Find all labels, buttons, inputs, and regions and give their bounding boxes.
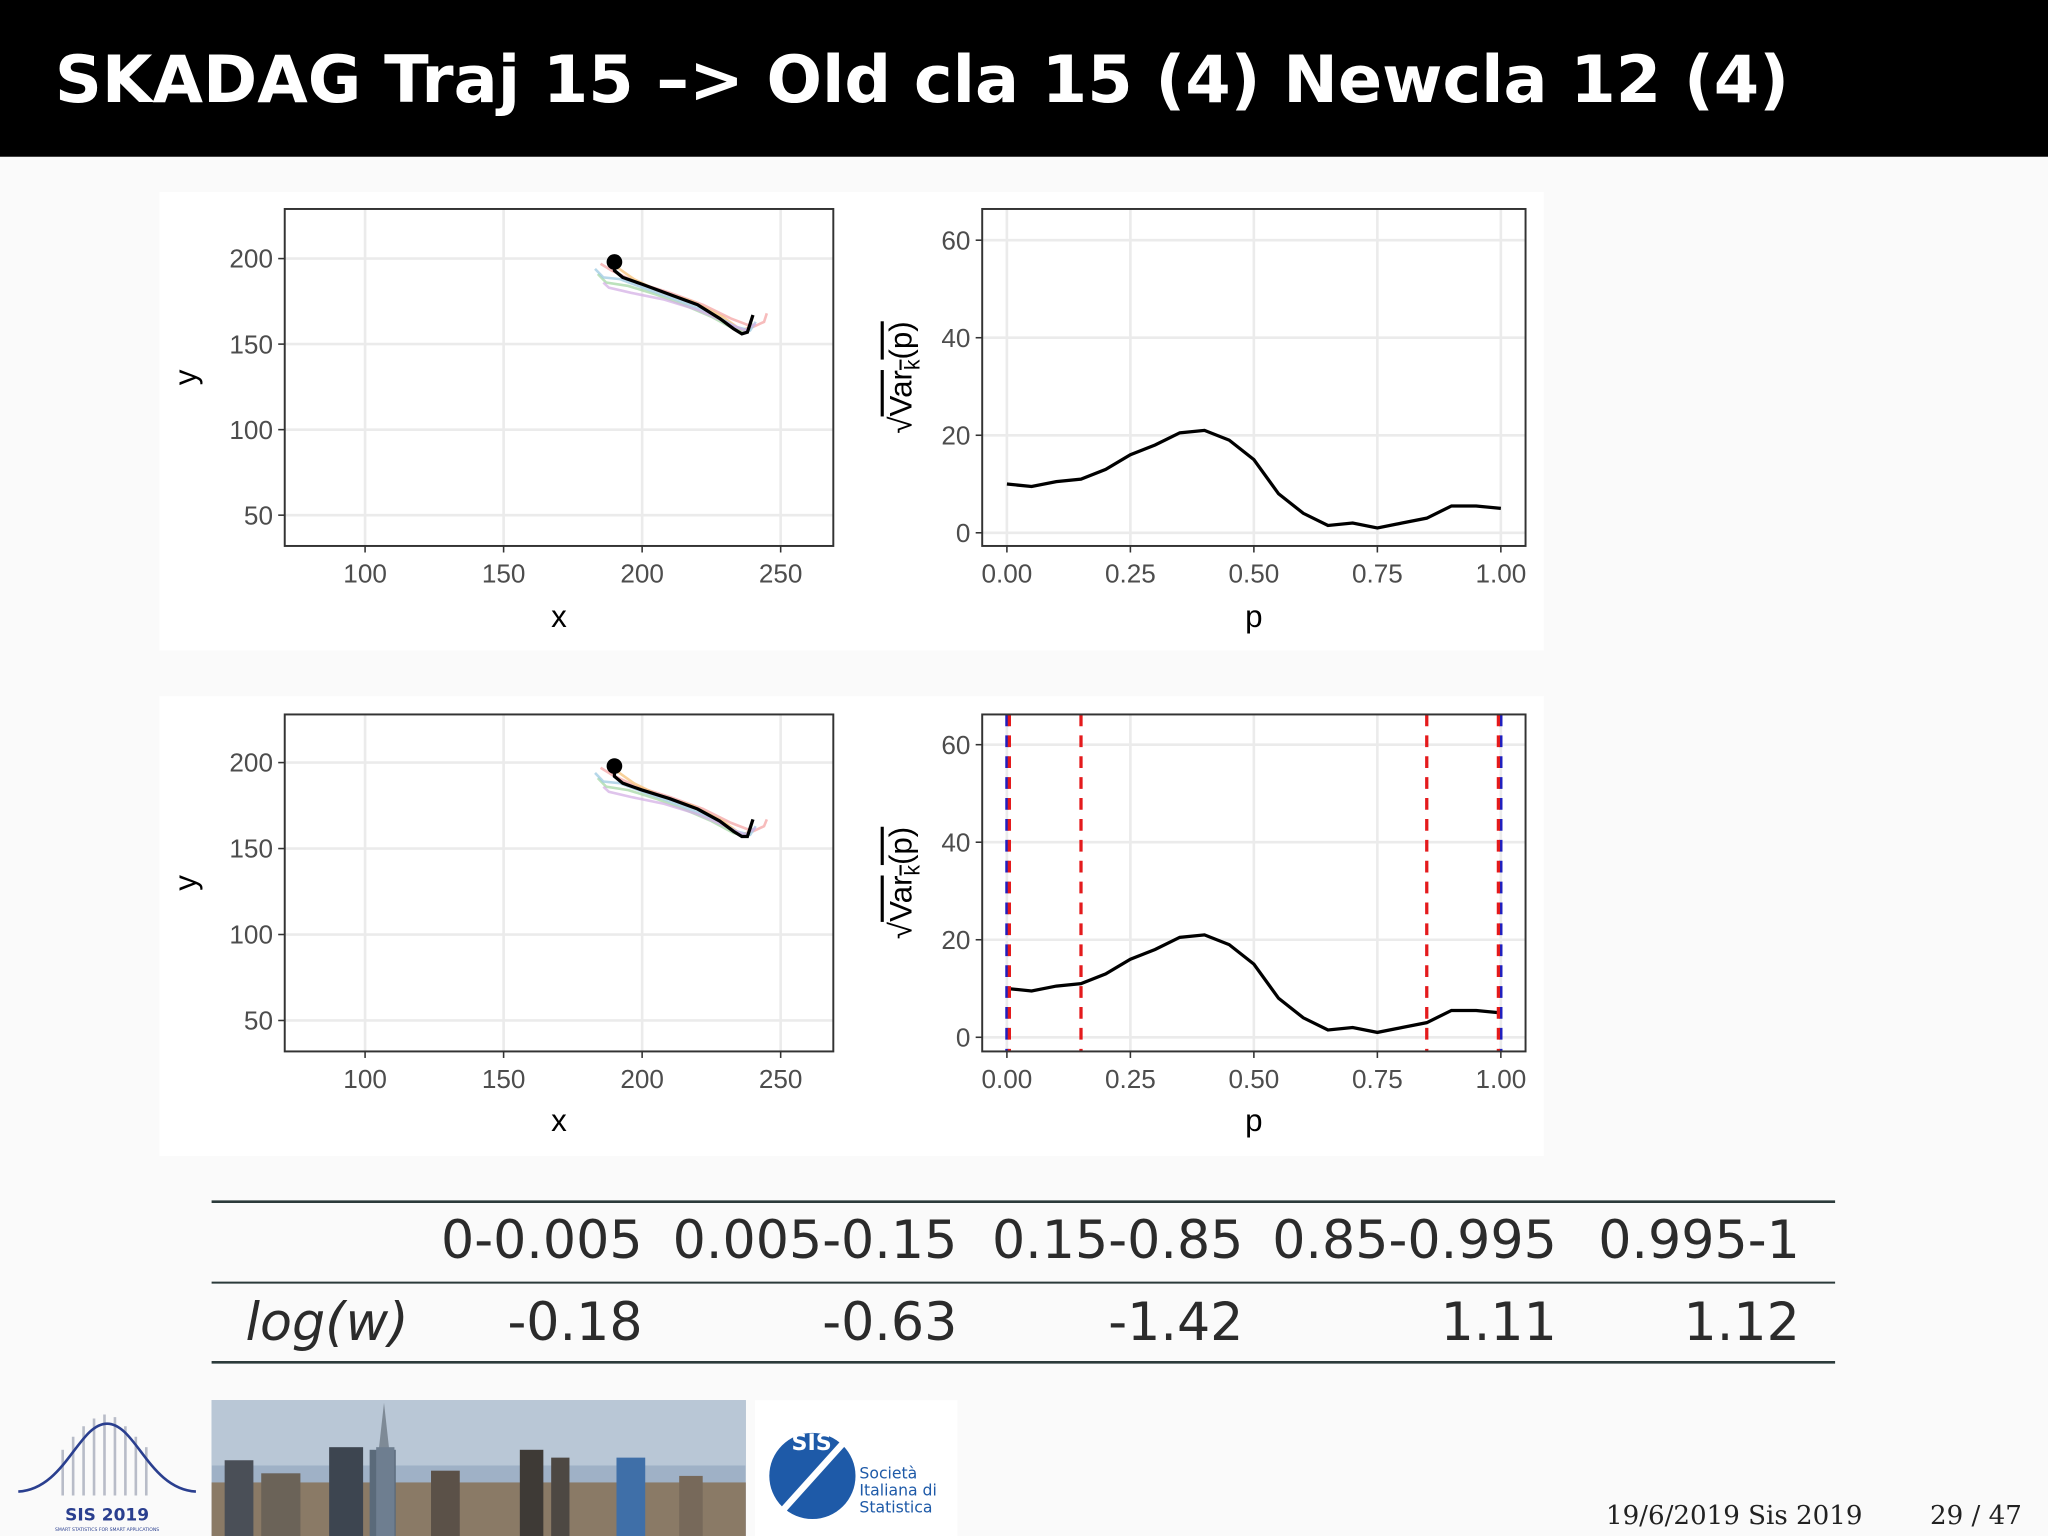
x-tick-label: 0.75 [1352, 559, 1403, 589]
table-cell: -0.18 [507, 1293, 642, 1353]
page-number: 29 / 47 [1930, 1501, 2022, 1531]
x-tick-label: 1.00 [1475, 1064, 1526, 1094]
trajectory [599, 766, 769, 833]
slide-title: SKADAG Traj 15 –> Old cla 15 (4) Newcla … [55, 42, 1789, 118]
chart: 0.00 0.25 0.50 0.75 1.00 0 20 40 60 p √Vark(p) [884, 713, 1527, 1138]
y-tick-label: 100 [229, 415, 273, 445]
y-tick-label: 20 [941, 925, 970, 955]
y-tick-label: 40 [941, 827, 970, 857]
sis-logo-text: SIS [792, 1430, 832, 1456]
sis-logo: SIS Società Italiana di Statistica [754, 1400, 958, 1536]
x-tick-label: 150 [482, 1064, 526, 1094]
column-header: 0.995-1 [1598, 1211, 1800, 1271]
plot-border [283, 713, 835, 1053]
y-tick-label: 100 [229, 920, 273, 950]
row-label: log(w) [246, 1293, 409, 1353]
plot-border [981, 207, 1527, 547]
start-point [606, 758, 623, 774]
y-axis-title-part: √ [884, 921, 919, 939]
x-tick-label: 200 [620, 1064, 664, 1094]
x-tick-label: 0.00 [981, 1064, 1032, 1094]
y-tick-label: 20 [941, 420, 970, 450]
y-tick-label: 150 [229, 329, 273, 359]
logo-tagline: SMART STATISTICS FOR SMART APPLICATIONS [55, 1527, 159, 1533]
x-axis-title: p [1245, 599, 1262, 634]
x-tick-label: 0.00 [981, 559, 1032, 589]
y-axis-title-part: k [902, 359, 925, 370]
x-tick-label: 0.50 [1228, 1064, 1279, 1094]
logo-text: SIS 2019 [65, 1505, 149, 1525]
y-tick-label: 0 [956, 1022, 971, 1052]
y-axis-title-part: k [902, 864, 925, 875]
x-tick-label: 100 [343, 559, 387, 589]
city-photo [211, 1400, 746, 1536]
title-bar [0, 0, 2048, 157]
y-axis-title-part: (p) [884, 827, 919, 865]
y-tick-label: 60 [941, 730, 970, 760]
footer-date: 19/6/2019 Sis 2019 [1606, 1501, 1863, 1531]
y-tick-label: 200 [229, 748, 273, 778]
footer: SIS 2019 SMART STATISTICS FOR SMART APPL… [18, 1400, 2022, 1536]
table: 0-0.005 0.005-0.15 0.15-0.85 0.85-0.995 0.99… [211, 1200, 1836, 1364]
y-axis-title: y [168, 875, 203, 891]
y-tick-label: 50 [244, 1006, 273, 1036]
y-axis-title: y [168, 369, 203, 385]
x-tick-label: 250 [759, 559, 803, 589]
x-tick-label: 200 [620, 559, 664, 589]
x-tick-label: 1.00 [1475, 559, 1526, 589]
y-tick-label: 200 [229, 244, 273, 274]
x-tick-label: 0.25 [1105, 559, 1156, 589]
variance-line [1006, 428, 1502, 530]
chart: 100 150 200 250 50 100 150 200 x y [168, 207, 835, 634]
plot-area [284, 714, 834, 1052]
trajectory [612, 262, 755, 336]
table-cell: 1.11 [1441, 1293, 1557, 1353]
chart: 100 150 200 250 50 100 150 200 x y [168, 713, 835, 1138]
plot-border [283, 207, 835, 547]
x-tick-label: 0.25 [1105, 1064, 1156, 1094]
variance-line [1006, 933, 1502, 1035]
y-tick-label: 150 [229, 834, 273, 864]
x-axis-title: x [551, 1103, 567, 1138]
x-axis-title: p [1245, 1103, 1262, 1138]
y-axis-title-part: (p) [884, 321, 919, 359]
sis-name: Italiana di [859, 1481, 936, 1500]
trajectory [612, 766, 755, 839]
y-tick-label: 50 [244, 500, 273, 530]
sis2019-logo: SIS 2019 SMART STATISTICS FOR SMART APPL… [18, 1414, 196, 1533]
x-tick-label: 0.75 [1352, 1064, 1403, 1094]
x-axis-title: x [551, 599, 567, 634]
y-tick-label: 60 [941, 225, 970, 255]
y-axis-title: √Vark(p) [884, 827, 925, 939]
column-header: 0-0.005 [441, 1211, 643, 1271]
column-header: 0.005-0.15 [673, 1211, 958, 1271]
start-point [606, 254, 623, 270]
x-tick-label: 150 [482, 559, 526, 589]
y-tick-label: 0 [956, 518, 971, 548]
plot-area [284, 208, 834, 546]
column-header: 0.15-0.85 [992, 1211, 1243, 1271]
x-tick-label: 250 [759, 1064, 803, 1094]
table-cell: 1.12 [1684, 1293, 1800, 1353]
table-cell: -1.42 [1108, 1293, 1243, 1353]
y-axis-title-part: Var [884, 875, 919, 921]
y-axis-title: √Vark(p) [884, 321, 925, 433]
plot-border [981, 713, 1527, 1053]
table-cell: -0.63 [822, 1293, 957, 1353]
sis-name: Statistica [859, 1497, 932, 1516]
trajectory [602, 281, 757, 332]
column-header: 0.85-0.995 [1272, 1211, 1557, 1271]
x-tick-label: 100 [343, 1064, 387, 1094]
chart: 0.00 0.25 0.50 0.75 1.00 0 20 40 60 p √Vark(p) [884, 207, 1527, 634]
y-tick-label: 40 [941, 323, 970, 353]
sis-name: Società [859, 1464, 917, 1483]
x-tick-label: 0.50 [1228, 559, 1279, 589]
trajectory [602, 785, 757, 837]
y-axis-title-part: Var [884, 370, 919, 416]
y-axis-title-part: √ [884, 416, 919, 434]
